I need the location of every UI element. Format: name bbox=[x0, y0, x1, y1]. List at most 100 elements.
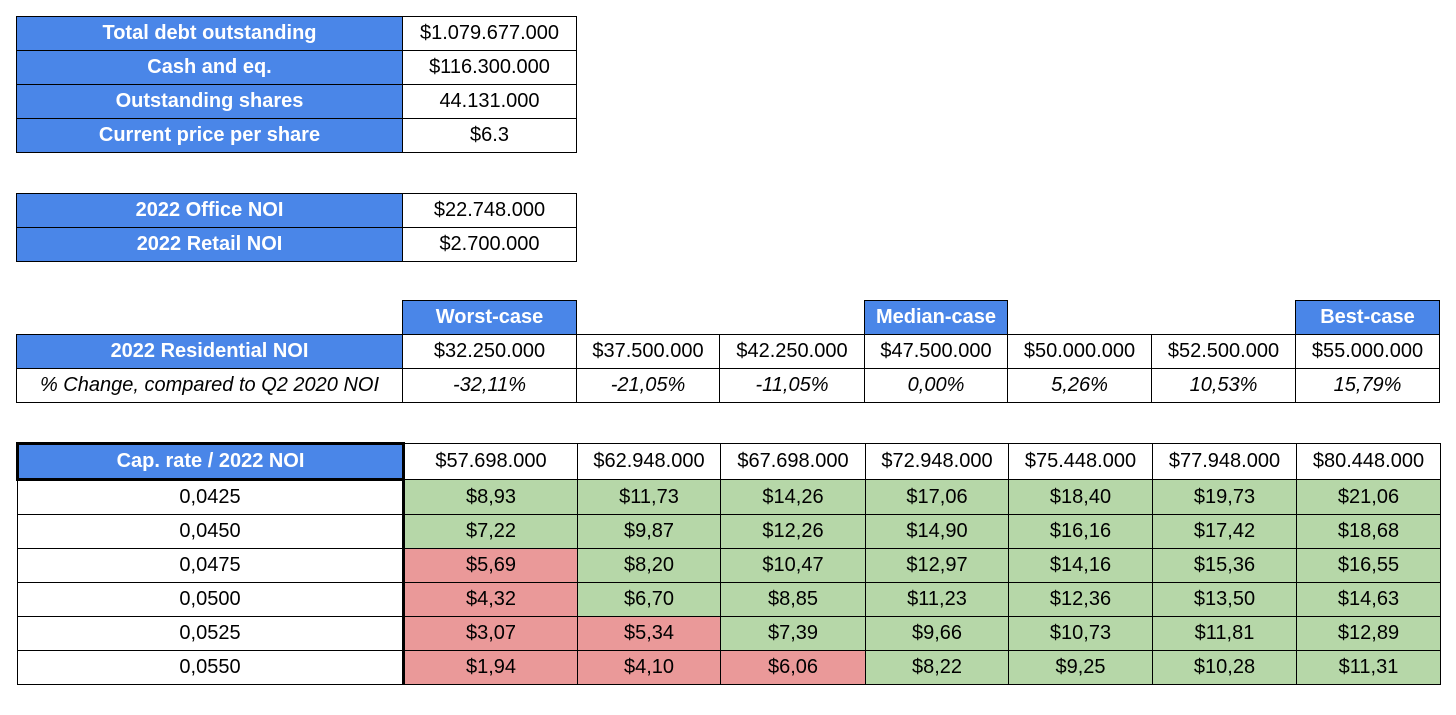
share-price-cell[interactable]: $11,73 bbox=[577, 479, 721, 515]
share-price-cell[interactable]: $9,66 bbox=[865, 616, 1009, 651]
share-price-cell[interactable]: $16,55 bbox=[1296, 548, 1441, 583]
share-price-cell[interactable]: $17,06 bbox=[865, 479, 1009, 515]
noi-value[interactable]: $2.700.000 bbox=[402, 227, 577, 262]
share-price-cell[interactable]: $5,34 bbox=[577, 616, 721, 651]
share-price-cell[interactable]: $15,36 bbox=[1152, 548, 1297, 583]
cap-rate-noi-corner-label[interactable]: Cap. rate / 2022 NOI bbox=[16, 442, 405, 481]
info-label[interactable]: Outstanding shares bbox=[16, 84, 403, 119]
noi-column-header[interactable]: $80.448.000 bbox=[1296, 443, 1441, 480]
empty-cell bbox=[720, 301, 865, 335]
share-price-cell[interactable]: $12,36 bbox=[1008, 582, 1153, 617]
share-price-cell[interactable]: $14,63 bbox=[1296, 582, 1441, 617]
residential-noi-value[interactable]: $47.500.000 bbox=[864, 334, 1008, 369]
best-case-header[interactable]: Best-case bbox=[1295, 300, 1440, 335]
table-row: 0,0525 $3,07 $5,34 $7,39 $9,66 $10,73 $11,81 $1… bbox=[17, 616, 1441, 651]
residential-noi-value[interactable]: $55.000.000 bbox=[1295, 334, 1440, 369]
share-price-cell[interactable]: $14,90 bbox=[865, 514, 1009, 549]
share-price-cell[interactable]: $7,39 bbox=[720, 616, 866, 651]
share-price-cell[interactable]: $10,73 bbox=[1008, 616, 1153, 651]
case-header-row: Worst-case Median-case Best-case bbox=[17, 300, 1440, 335]
cap-rate-cell[interactable]: 0,0525 bbox=[17, 616, 405, 651]
share-price-cell[interactable]: $11,81 bbox=[1152, 616, 1297, 651]
share-price-cell[interactable]: $6,06 bbox=[720, 650, 866, 685]
cap-rate-cell[interactable]: 0,0550 bbox=[17, 650, 405, 685]
empty-cell bbox=[1152, 301, 1296, 335]
percent-change-value[interactable]: 10,53% bbox=[1151, 368, 1296, 403]
noi-row: 2022 Retail NOI $2.700.000 bbox=[16, 227, 577, 262]
noi-row: 2022 Office NOI $22.748.000 bbox=[16, 193, 577, 228]
share-price-cell[interactable]: $10,47 bbox=[720, 548, 866, 583]
share-price-cell[interactable]: $8,22 bbox=[865, 650, 1009, 685]
percent-change-value[interactable]: -11,05% bbox=[719, 368, 865, 403]
info-value[interactable]: 44.131.000 bbox=[402, 84, 577, 119]
noi-column-header[interactable]: $67.698.000 bbox=[720, 443, 866, 480]
cap-rate-cell[interactable]: 0,0450 bbox=[17, 514, 405, 549]
share-price-cell[interactable]: $9,25 bbox=[1008, 650, 1153, 685]
share-price-cell[interactable]: $9,87 bbox=[577, 514, 721, 549]
share-price-cell[interactable]: $8,20 bbox=[577, 548, 721, 583]
info-value[interactable]: $116.300.000 bbox=[402, 50, 577, 85]
share-price-cell[interactable]: $3,07 bbox=[403, 616, 578, 651]
residential-noi-value[interactable]: $52.500.000 bbox=[1151, 334, 1296, 369]
median-case-header[interactable]: Median-case bbox=[864, 300, 1008, 335]
residential-noi-label[interactable]: 2022 Residential NOI bbox=[16, 334, 403, 369]
percent-change-value[interactable]: -21,05% bbox=[576, 368, 720, 403]
table-row: 0,0475 $5,69 $8,20 $10,47 $12,97 $14,16 $15,36… bbox=[17, 548, 1441, 583]
noi-label[interactable]: 2022 Office NOI bbox=[16, 193, 403, 228]
empty-cell bbox=[17, 301, 403, 335]
share-price-cell[interactable]: $21,06 bbox=[1296, 479, 1441, 515]
cap-rate-cell[interactable]: 0,0475 bbox=[17, 548, 405, 583]
noi-column-header[interactable]: $75.448.000 bbox=[1008, 443, 1153, 480]
residential-noi-value[interactable]: $42.250.000 bbox=[719, 334, 865, 369]
noi-column-header[interactable]: $72.948.000 bbox=[865, 443, 1009, 480]
share-price-cell[interactable]: $18,40 bbox=[1008, 479, 1153, 515]
info-label[interactable]: Current price per share bbox=[16, 118, 403, 153]
noi-column-header[interactable]: $62.948.000 bbox=[577, 443, 721, 480]
share-price-cell[interactable]: $12,97 bbox=[865, 548, 1009, 583]
percent-change-value[interactable]: 0,00% bbox=[864, 368, 1008, 403]
share-price-cell[interactable]: $19,73 bbox=[1152, 479, 1297, 515]
info-value[interactable]: $6.3 bbox=[402, 118, 577, 153]
noi-table: 2022 Office NOI $22.748.000 2022 Retail … bbox=[16, 193, 577, 262]
info-value[interactable]: $1.079.677.000 bbox=[402, 16, 577, 51]
residential-noi-value[interactable]: $50.000.000 bbox=[1007, 334, 1152, 369]
share-price-cell[interactable]: $18,68 bbox=[1296, 514, 1441, 549]
noi-label[interactable]: 2022 Retail NOI bbox=[16, 227, 403, 262]
percent-change-value[interactable]: -32,11% bbox=[402, 368, 577, 403]
share-price-cell[interactable]: $1,94 bbox=[403, 650, 578, 685]
noi-column-header[interactable]: $57.698.000 bbox=[403, 443, 578, 480]
worst-case-header[interactable]: Worst-case bbox=[402, 300, 577, 335]
percent-change-value[interactable]: 5,26% bbox=[1007, 368, 1152, 403]
share-price-cell[interactable]: $12,89 bbox=[1296, 616, 1441, 651]
share-price-cell[interactable]: $14,16 bbox=[1008, 548, 1153, 583]
residential-noi-value[interactable]: $37.500.000 bbox=[576, 334, 720, 369]
empty-cell bbox=[577, 301, 720, 335]
share-price-cell[interactable]: $11,23 bbox=[865, 582, 1009, 617]
share-price-cell[interactable]: $4,32 bbox=[403, 582, 578, 617]
share-price-cell[interactable]: $16,16 bbox=[1008, 514, 1153, 549]
share-price-cell[interactable]: $11,31 bbox=[1296, 650, 1441, 685]
share-price-cell[interactable]: $7,22 bbox=[403, 514, 578, 549]
company-info-table: Total debt outstanding $1.079.677.000 Ca… bbox=[16, 16, 577, 153]
share-price-cell[interactable]: $10,28 bbox=[1152, 650, 1297, 685]
noi-column-header[interactable]: $77.948.000 bbox=[1152, 443, 1297, 480]
info-label[interactable]: Total debt outstanding bbox=[16, 16, 403, 51]
info-label[interactable]: Cash and eq. bbox=[16, 50, 403, 85]
share-price-cell[interactable]: $4,10 bbox=[577, 650, 721, 685]
cap-rate-sensitivity-table: Cap. rate / 2022 NOI $57.698.000 $62.948… bbox=[16, 442, 1441, 685]
share-price-cell[interactable]: $13,50 bbox=[1152, 582, 1297, 617]
noi-value[interactable]: $22.748.000 bbox=[402, 193, 577, 228]
share-price-cell[interactable]: $14,26 bbox=[720, 479, 866, 515]
residential-noi-value[interactable]: $32.250.000 bbox=[402, 334, 577, 369]
cap-rate-cell[interactable]: 0,0425 bbox=[17, 479, 405, 515]
share-price-cell[interactable]: $17,42 bbox=[1152, 514, 1297, 549]
share-price-cell[interactable]: $8,93 bbox=[403, 479, 578, 515]
percent-change-label[interactable]: % Change, compared to Q2 2020 NOI bbox=[16, 368, 403, 403]
share-price-cell[interactable]: $8,85 bbox=[720, 582, 866, 617]
share-price-cell[interactable]: $5,69 bbox=[403, 548, 578, 583]
percent-change-value[interactable]: 15,79% bbox=[1295, 368, 1440, 403]
cap-rate-cell[interactable]: 0,0500 bbox=[17, 582, 405, 617]
share-price-cell[interactable]: $6,70 bbox=[577, 582, 721, 617]
residential-noi-table: Worst-case Median-case Best-case 2022 Re… bbox=[16, 300, 1440, 403]
share-price-cell[interactable]: $12,26 bbox=[720, 514, 866, 549]
